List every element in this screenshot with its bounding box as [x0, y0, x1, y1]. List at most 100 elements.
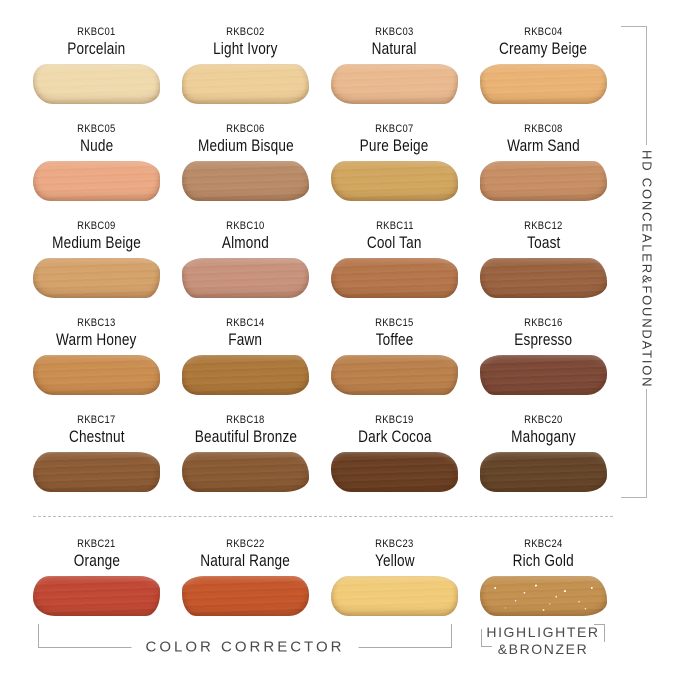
right-bracket-bottom-tick — [621, 497, 647, 498]
section-divider-dashed — [33, 516, 613, 517]
shade-name: Nude — [79, 136, 114, 155]
shade-code: RKBC13 — [77, 317, 116, 329]
shade-swatch — [33, 161, 160, 201]
shade-cell: RKBC20 Mahogany — [469, 408, 618, 505]
foundation-shade-grid: RKBC01 Porcelain RKBC02 Light Ivory RKBC… — [22, 20, 618, 505]
highlighter-bronzer-label: HIGHLIGHTER &BRONZER — [484, 624, 602, 658]
shade-name: Orange — [73, 551, 120, 570]
shade-cell: RKBC04 Creamy Beige — [469, 20, 618, 117]
shade-cell: RKBC15 Toffee — [320, 311, 469, 408]
shade-cell: RKBC02 Light Ivory — [171, 20, 320, 117]
right-bracket-top-tick — [621, 26, 647, 27]
shade-swatch — [182, 452, 309, 492]
shade-name: Natural Range — [200, 551, 291, 570]
shade-cell: RKBC17 Chestnut — [22, 408, 171, 505]
shade-code: RKBC03 — [375, 26, 414, 38]
shade-name: Pure Beige — [360, 136, 429, 155]
shade-cell: RKBC07 Pure Beige — [320, 117, 469, 214]
shade-swatch — [480, 64, 607, 104]
shade-code: RKBC23 — [375, 538, 414, 550]
shade-code: RKBC02 — [226, 26, 265, 38]
shade-code: RKBC10 — [226, 220, 265, 232]
shade-swatch — [331, 64, 458, 104]
shade-code: RKBC20 — [524, 414, 563, 426]
color-corrector-bracket: COLOR CORRECTOR — [38, 624, 452, 656]
shade-swatch — [33, 576, 160, 616]
shade-swatch — [33, 258, 160, 298]
shade-code: RKBC22 — [226, 538, 265, 550]
shade-swatch — [480, 576, 607, 616]
highlighter-bracket-right — [594, 624, 605, 642]
shade-code: RKBC19 — [375, 414, 414, 426]
shade-name: Warm Honey — [56, 330, 137, 349]
shade-name: Light Ivory — [213, 39, 278, 58]
shade-cell: RKBC12 Toast — [469, 214, 618, 311]
shade-name: Almond — [221, 233, 270, 252]
shade-swatch — [182, 64, 309, 104]
shade-code: RKBC08 — [524, 123, 563, 135]
shade-cell: RKBC05 Nude — [22, 117, 171, 214]
shade-name: Fawn — [228, 330, 263, 349]
shade-cell: RKBC23 Yellow — [320, 532, 469, 644]
shade-code: RKBC17 — [77, 414, 116, 426]
shade-cell: RKBC21 Orange — [22, 532, 171, 644]
shade-name: Warm Sand — [507, 136, 580, 155]
highlighter-label-line2: &BRONZER — [497, 641, 589, 657]
shade-name: Cool Tan — [367, 233, 422, 252]
shade-code: RKBC09 — [77, 220, 116, 232]
right-bracket-upper-line — [646, 26, 647, 145]
shade-swatch — [331, 355, 458, 395]
shade-cell: RKBC16 Espresso — [469, 311, 618, 408]
shade-cell: RKBC11 Cool Tan — [320, 214, 469, 311]
shade-code: RKBC18 — [226, 414, 265, 426]
shade-swatch — [182, 161, 309, 201]
highlighter-bracket-left — [481, 629, 492, 647]
shade-code: RKBC01 — [77, 26, 116, 38]
shade-code: RKBC21 — [77, 538, 116, 550]
shade-name: Beautiful Bronze — [194, 427, 297, 446]
color-corrector-label: COLOR CORRECTOR — [131, 638, 359, 656]
shade-cell: RKBC06 Medium Bisque — [171, 117, 320, 214]
shade-cell: RKBC13 Warm Honey — [22, 311, 171, 408]
shade-cell: RKBC09 Medium Beige — [22, 214, 171, 311]
shade-swatch — [480, 161, 607, 201]
shade-cell: RKBC24 Rich Gold — [469, 532, 618, 644]
shade-swatch — [331, 452, 458, 492]
shade-code: RKBC05 — [77, 123, 116, 135]
shade-cell: RKBC10 Almond — [171, 214, 320, 311]
shade-cell: RKBC19 Dark Cocoa — [320, 408, 469, 505]
highlighter-label-line1: HIGHLIGHTER — [486, 624, 600, 640]
shade-code: RKBC06 — [226, 123, 265, 135]
corrector-shade-grid: RKBC21 Orange RKBC22 Natural Range RKBC2… — [22, 532, 618, 644]
shade-swatch — [182, 258, 309, 298]
shade-name: Yellow — [374, 551, 415, 570]
shade-name: Chestnut — [68, 427, 125, 446]
shade-swatch — [331, 258, 458, 298]
shade-code: RKBC07 — [375, 123, 414, 135]
shade-code: RKBC14 — [226, 317, 265, 329]
shade-swatch — [33, 64, 160, 104]
shade-cell: RKBC01 Porcelain — [22, 20, 171, 117]
shade-name: Toast — [526, 233, 561, 252]
shade-swatch — [33, 452, 160, 492]
shade-swatch — [331, 161, 458, 201]
shade-code: RKBC24 — [524, 538, 563, 550]
shade-name: Mahogany — [511, 427, 576, 446]
shade-name: Medium Bisque — [197, 136, 294, 155]
right-bracket-lower-line — [646, 389, 647, 498]
shade-name: Rich Gold — [512, 551, 575, 570]
shade-code: RKBC04 — [524, 26, 563, 38]
shade-name: Porcelain — [67, 39, 126, 58]
shade-cell: RKBC22 Natural Range — [171, 532, 320, 644]
shade-cell: RKBC08 Warm Sand — [469, 117, 618, 214]
shade-swatch — [182, 355, 309, 395]
shade-swatch — [480, 452, 607, 492]
shade-cell: RKBC18 Beautiful Bronze — [171, 408, 320, 505]
shade-cell: RKBC03 Natural — [320, 20, 469, 117]
shade-code: RKBC16 — [524, 317, 563, 329]
shade-name: Medium Beige — [52, 233, 141, 252]
shade-swatch — [331, 576, 458, 616]
shade-name: Creamy Beige — [499, 39, 588, 58]
shade-code: RKBC11 — [375, 220, 414, 232]
